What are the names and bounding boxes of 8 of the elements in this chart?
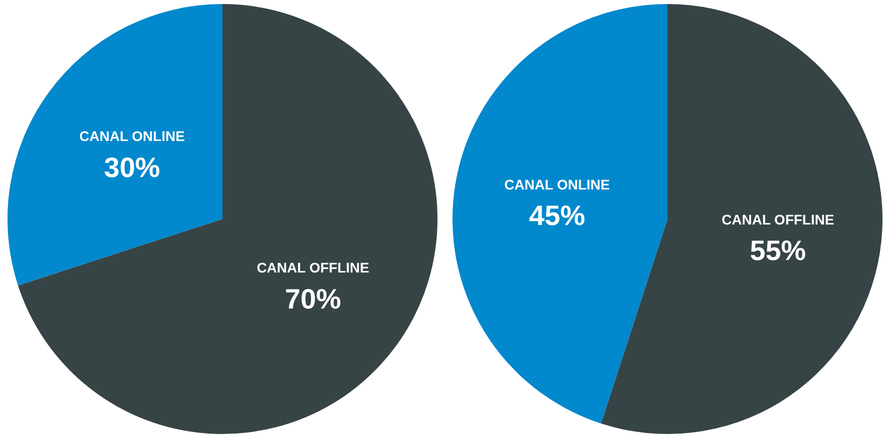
- slice-label: CANAL OFFLINE: [256, 260, 370, 276]
- data-label: 30%: [104, 152, 160, 184]
- slice-label: CANAL OFFLINE: [722, 211, 834, 228]
- data-label: 55%: [750, 235, 806, 266]
- data-label: 45%: [529, 200, 586, 232]
- data-label: 70%: [284, 283, 342, 314]
- slice-label: CANAL ONLINE: [79, 128, 185, 144]
- slice-label: CANAL ONLINE: [504, 176, 610, 192]
